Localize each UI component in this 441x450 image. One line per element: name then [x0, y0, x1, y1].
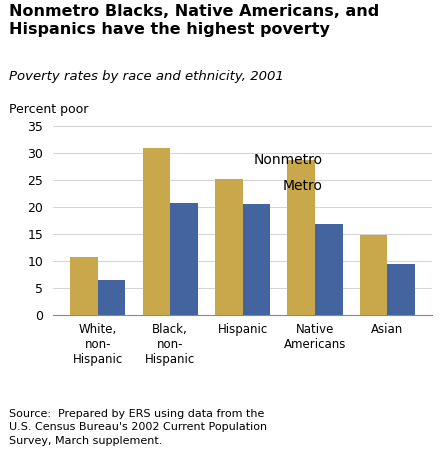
- Text: Metro: Metro: [282, 180, 322, 194]
- Text: Poverty rates by race and ethnicity, 2001: Poverty rates by race and ethnicity, 200…: [9, 70, 284, 83]
- Bar: [288, 160, 315, 315]
- Text: Nonmetro Blacks, Native Americans, and
Hispanics have the highest poverty: Nonmetro Blacks, Native Americans, and H…: [9, 4, 379, 37]
- Bar: [70, 257, 98, 315]
- Bar: [215, 179, 243, 315]
- Text: Percent poor: Percent poor: [9, 104, 88, 117]
- Bar: [387, 264, 415, 315]
- Bar: [98, 280, 125, 315]
- Text: Source:  Prepared by ERS using data from the
U.S. Census Bureau's 2002 Current P: Source: Prepared by ERS using data from …: [9, 409, 267, 446]
- Text: Nonmetro: Nonmetro: [254, 153, 322, 166]
- Bar: [315, 224, 343, 315]
- Bar: [170, 203, 198, 315]
- Bar: [142, 148, 170, 315]
- Bar: [243, 204, 270, 315]
- Bar: [360, 235, 387, 315]
